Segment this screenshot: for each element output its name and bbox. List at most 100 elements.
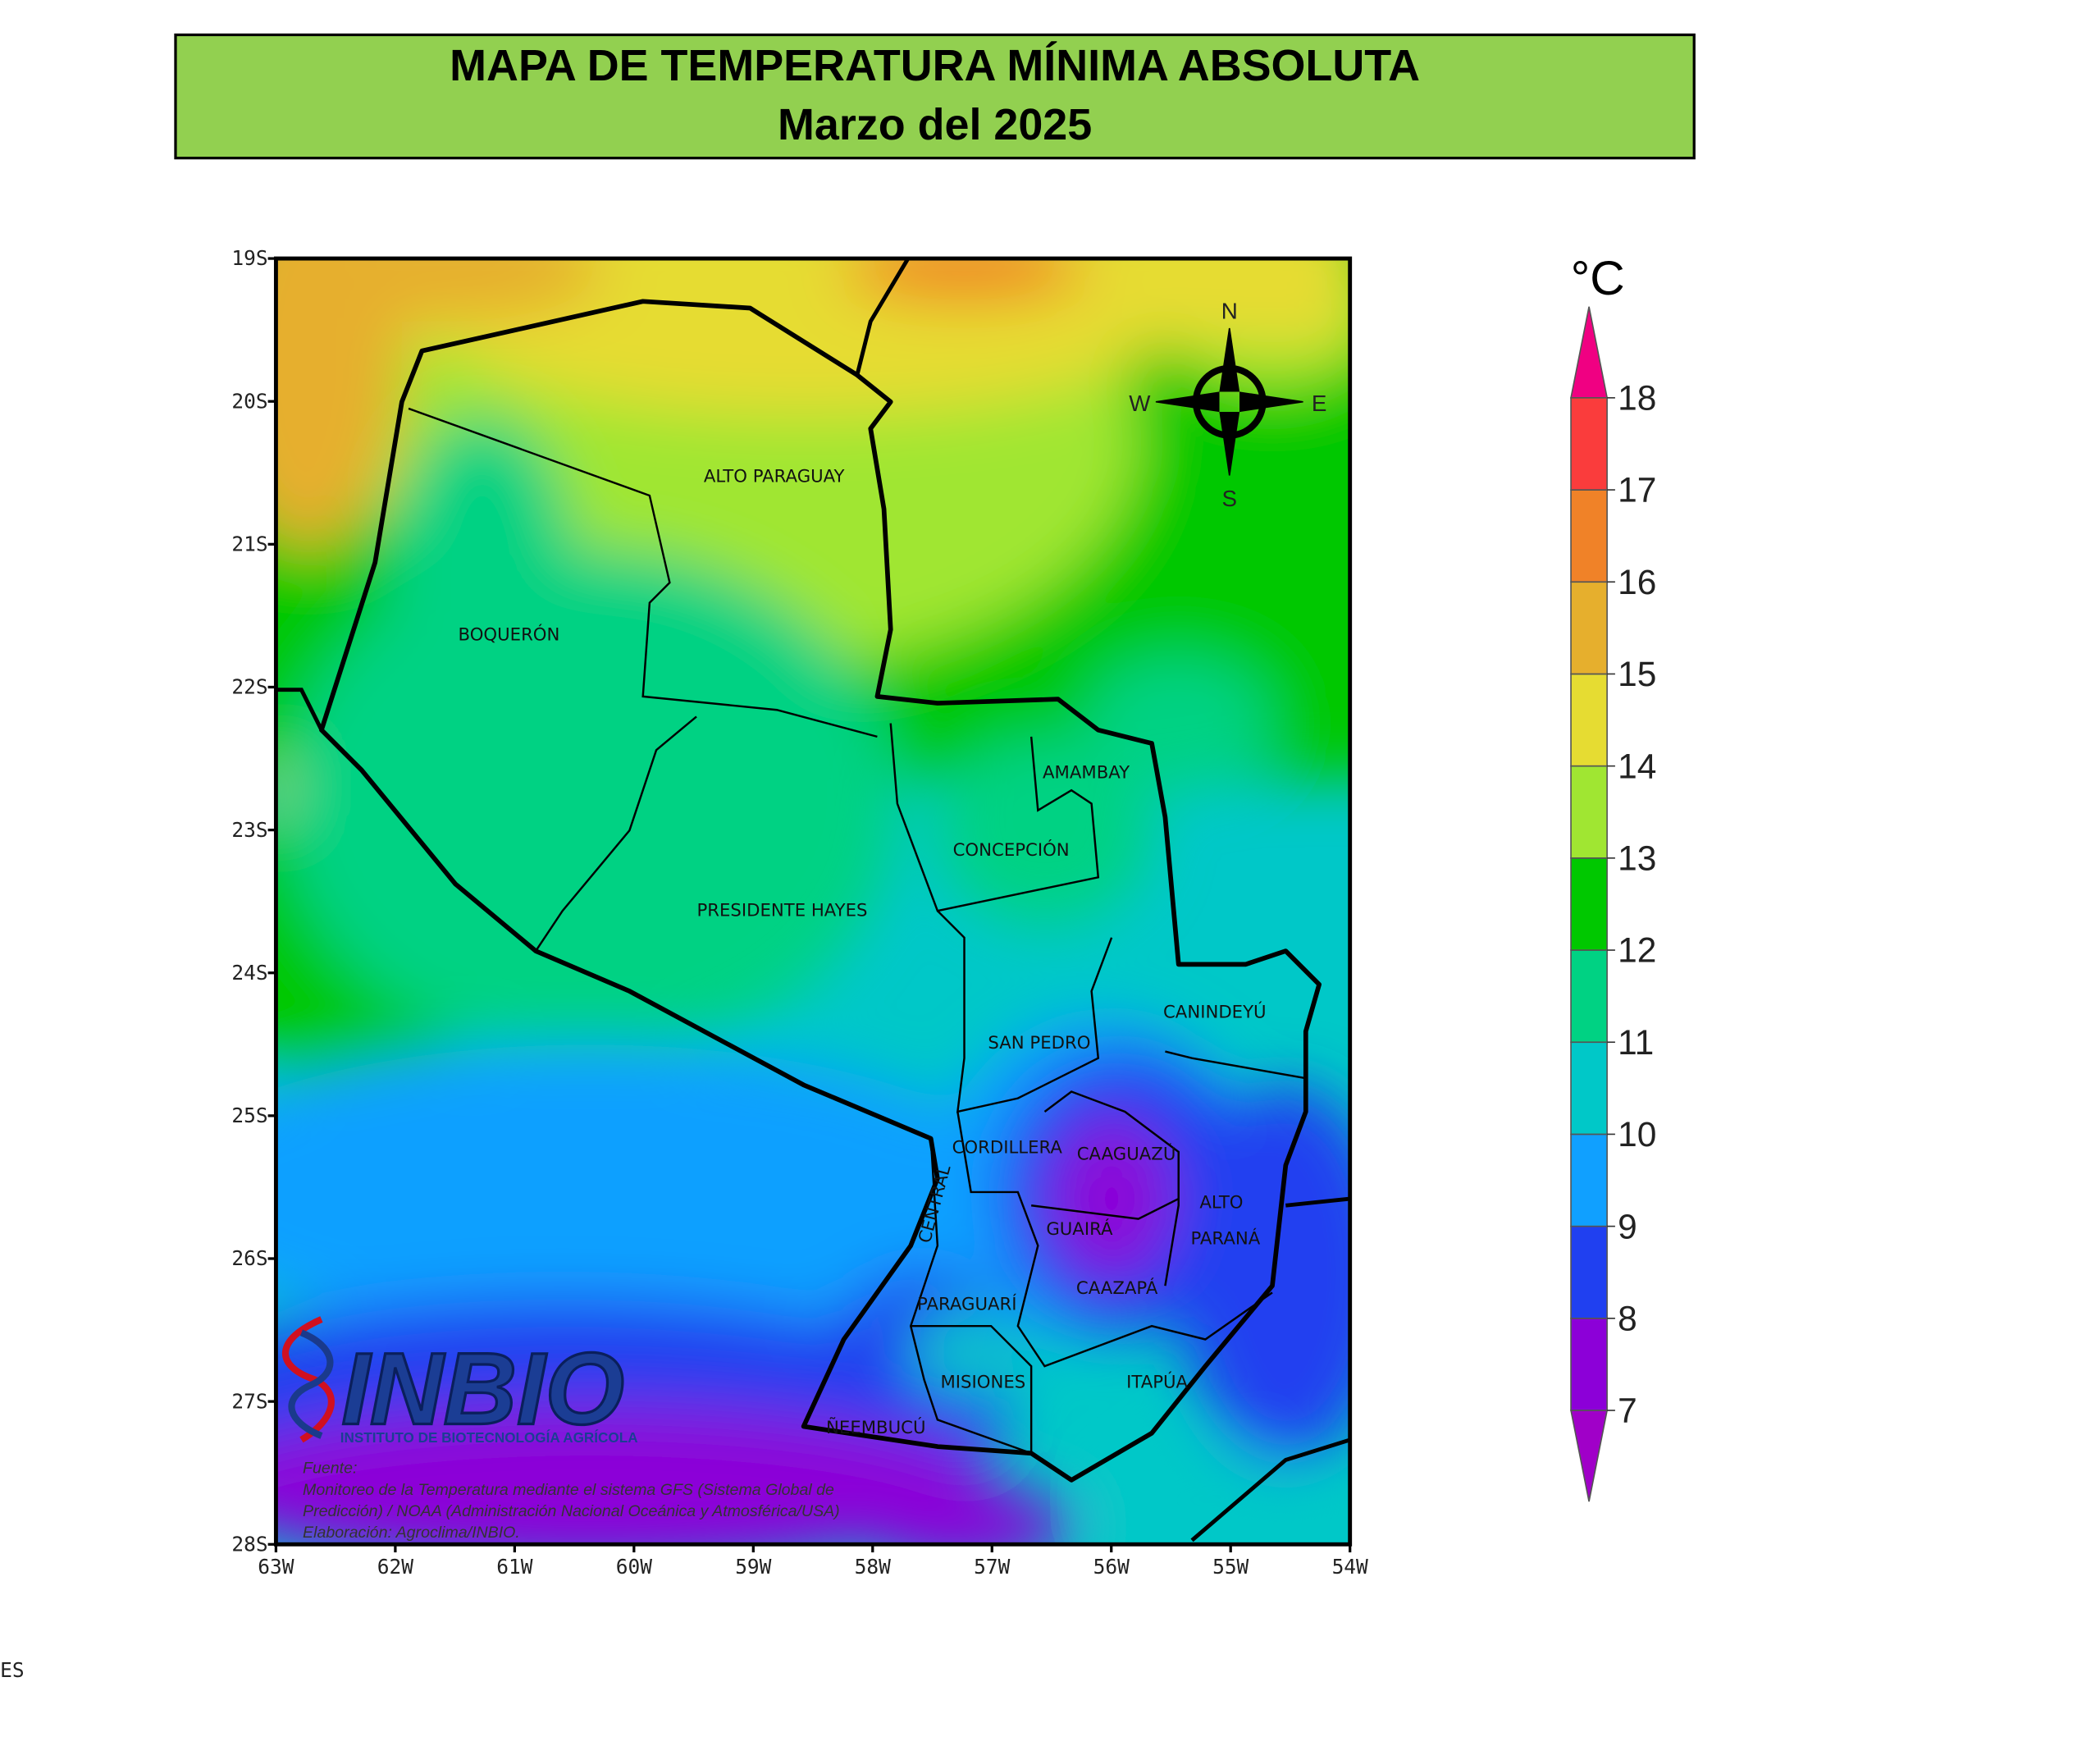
lat-tick-label: 25S: [231, 1104, 267, 1127]
field-blob: [856, 1487, 1072, 1545]
lon-tick-label: 59W: [735, 1555, 771, 1579]
field-blob: [276, 1044, 1031, 1340]
field-blob: [388, 415, 577, 737]
lat-tick-label: 22S: [231, 675, 267, 699]
legend-tick-label: 9: [1618, 1207, 1637, 1245]
department-border: [911, 1324, 1033, 1454]
department-label: BOQUERÓN: [459, 624, 560, 645]
legend-tick-label: 15: [1618, 655, 1656, 693]
field-blob: [1084, 656, 1272, 791]
field-blob: [843, 258, 1085, 302]
lon-tick-label: 62W: [377, 1555, 413, 1579]
legend-tick-label: 10: [1618, 1115, 1656, 1154]
legend-swatch: [1570, 1318, 1608, 1411]
department-border: [1043, 1090, 1180, 1286]
legend-tick-label: 14: [1618, 747, 1656, 785]
department-label: CAAZAPÁ: [1076, 1277, 1158, 1299]
neighbor-border: [1190, 1437, 1350, 1542]
field-blob: [276, 1406, 992, 1545]
department-label: SAN PEDRO: [988, 1033, 1090, 1053]
compass: [1155, 327, 1303, 476]
subtitle: Marzo del 2025: [778, 100, 1092, 149]
department-border: [909, 1138, 1032, 1455]
map-frame: [273, 256, 1353, 1547]
lon-tick-label: 58W: [855, 1555, 891, 1579]
legend-swatch: [1570, 1041, 1608, 1136]
field-blobs: [276, 258, 1350, 1545]
borders: [276, 258, 1350, 1542]
legend-swatch: [1570, 765, 1608, 859]
department-label: GUAIRÁ: [1046, 1218, 1113, 1240]
legend-unit: °C: [1571, 252, 1625, 305]
lon-tick-label: 55W: [1212, 1555, 1249, 1579]
legend-swatch: [1570, 1225, 1608, 1319]
country-border: [319, 299, 1322, 1483]
compass-needle: [1155, 391, 1220, 413]
department-border: [535, 715, 697, 952]
lat-tick-label: 19S: [231, 246, 267, 270]
department-label: ITAPÚA: [1126, 1371, 1188, 1392]
department-label: CONCEPCIÓN: [953, 839, 1070, 861]
legend-swatch: [1570, 1133, 1608, 1227]
lon-tick-label: 57W: [974, 1555, 1010, 1579]
field-blob: [281, 549, 897, 1058]
legend-tick-label: 17: [1618, 471, 1656, 510]
logo-tagline: INSTITUTO DE BIOTECNOLOGÍA AGRÍCOLA: [340, 1429, 638, 1446]
logo-name: INBIO: [341, 1332, 624, 1446]
legend-swatch: [1570, 397, 1608, 491]
legend-under: [1570, 1410, 1609, 1502]
lon-tick-label: 56W: [1093, 1555, 1130, 1579]
lon-tick-label: 63W: [258, 1555, 294, 1579]
lat-tick-label: 28S: [231, 1532, 267, 1556]
compass-label: E: [1312, 391, 1327, 416]
department-label: PARANÁ: [1190, 1228, 1260, 1250]
department-border: [937, 910, 1113, 1113]
legend-swatch: [1570, 673, 1608, 767]
department-border: [408, 407, 878, 738]
department-border: [1030, 1197, 1180, 1220]
title-box: [174, 33, 1696, 160]
department-label: ALTO: [1199, 1193, 1243, 1213]
department-borders: [408, 407, 1307, 1455]
legend-tick-label: 8: [1618, 1300, 1637, 1338]
legend-swatch: [1570, 581, 1608, 675]
source-line: Fuente:: [303, 1460, 357, 1478]
legend-tick-label: 16: [1618, 563, 1656, 601]
compass-needle: [1219, 327, 1240, 392]
legend-over: [1570, 306, 1609, 399]
source-line: Predicción) / NOAA (Administración Nacio…: [303, 1502, 840, 1520]
legend-tick-label: 7: [1618, 1392, 1637, 1430]
field-blob: [276, 258, 402, 550]
department-label: PRESIDENTE HAYES: [696, 901, 867, 921]
legend-swatch: [1570, 857, 1608, 951]
legend-swatch: [1570, 489, 1608, 583]
neighbor-border: [1285, 1196, 1350, 1208]
legend-tick-label: 13: [1618, 839, 1656, 878]
neighbor-border: [855, 258, 911, 376]
lat-tick-label: 21S: [231, 532, 267, 556]
field-blob: [281, 258, 603, 322]
department-label: CORDILLERA: [952, 1138, 1063, 1158]
fragment: ES: [0, 1658, 24, 1682]
legend-tick-label: 11: [1618, 1023, 1654, 1062]
lon-tick-label: 61W: [496, 1555, 532, 1579]
legend-swatch: [1570, 949, 1608, 1044]
lat-tick-label: 23S: [231, 818, 267, 842]
compass-label: S: [1221, 486, 1237, 511]
neighbor-border: [276, 688, 324, 731]
legend-tick-label: 18: [1618, 379, 1656, 418]
department-label: AMAMBAY: [1043, 762, 1130, 783]
lat-tick-label: 24S: [231, 961, 267, 985]
department-label: CANINDEYÚ: [1163, 1002, 1267, 1023]
logo-helix: [288, 1329, 334, 1439]
field-blob: [1112, 1446, 1299, 1545]
title: MAPA DE TEMPERATURA MÍNIMA ABSOLUTA: [450, 41, 1420, 90]
logo: INBIO INSTITUTO DE BIOTECNOLOGÍA AGRÍCOL…: [281, 1316, 638, 1447]
temperature-field: [276, 258, 1350, 1545]
compass-needle: [1219, 411, 1240, 476]
department-border: [889, 723, 1100, 912]
field-blob: [1051, 1118, 1172, 1280]
lat-tick-label: 27S: [231, 1389, 267, 1413]
lon-tick-label: 54W: [1332, 1555, 1368, 1579]
department-border: [1165, 1050, 1307, 1080]
